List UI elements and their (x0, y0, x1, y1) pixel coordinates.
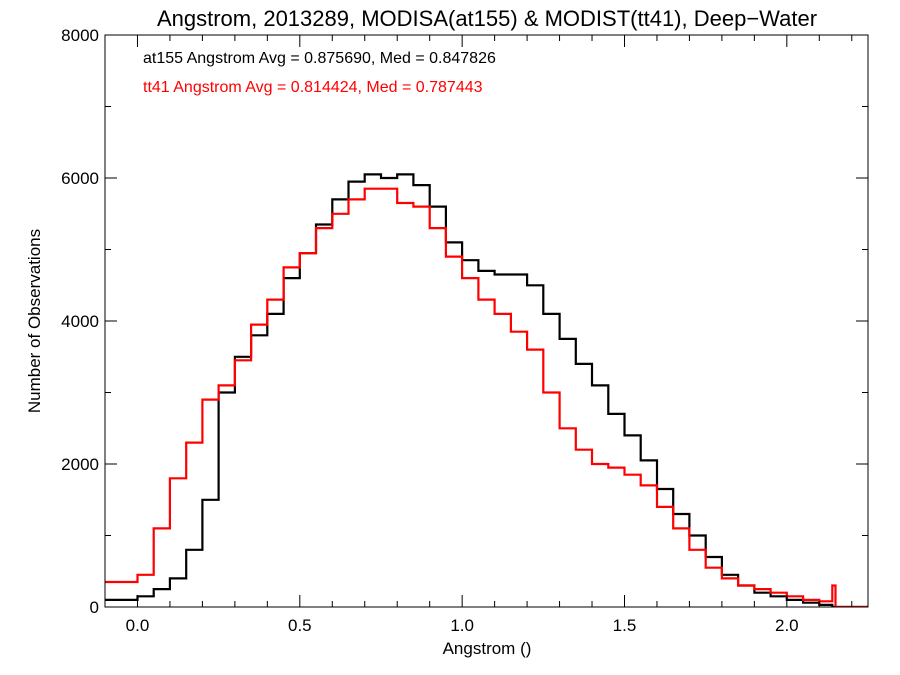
annotation-tt41: tt41 Angstrom Avg = 0.814424, Med = 0.78… (143, 79, 483, 96)
x-tick-label: 1.0 (450, 616, 474, 635)
y-tick-label: 4000 (61, 312, 99, 331)
x-tick-label: 2.0 (775, 616, 799, 635)
y-tick-label: 2000 (61, 455, 99, 474)
plot-frame (104, 34, 869, 608)
series-line-tt41 (105, 187, 868, 607)
chart-title: Angstrom, 2013289, MODISA(at155) & MODIS… (157, 6, 817, 31)
y-tick-label: 8000 (61, 26, 99, 45)
x-tick-label: 0.0 (126, 616, 150, 635)
x-tick-label: 0.5 (288, 616, 312, 635)
annotation-at155: at155 Angstrom Avg = 0.875690, Med = 0.8… (143, 50, 496, 67)
axes-layer: 0.0 0.5 1.0 1.5 2.0 0 2000 4000 6000 8000 (61, 26, 869, 635)
x-tick-label: 1.5 (613, 616, 637, 635)
y-tick-label: 6000 (61, 169, 99, 188)
y-axis-label: Number of Observations (25, 229, 44, 413)
y-tick-label: 0 (90, 598, 99, 617)
series-layer (105, 173, 868, 607)
x-axis-label: Angstrom () (443, 639, 532, 658)
